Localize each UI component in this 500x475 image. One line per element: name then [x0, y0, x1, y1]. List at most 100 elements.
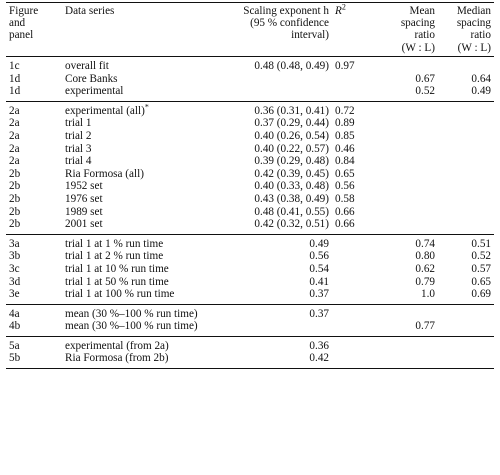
cell-r-squared: 0.97 — [332, 56, 380, 72]
cell-r-squared: 0.84 — [332, 155, 380, 168]
cell-mean-ratio — [380, 101, 438, 117]
cell-panel: 2a — [6, 142, 62, 155]
cell-r-squared: 0.46 — [332, 142, 380, 155]
cell-series: trial 3 — [62, 142, 214, 155]
cell-exponent-text: 0.40 (0.22, 0.57) — [254, 142, 329, 155]
cell-mean-ratio — [380, 117, 438, 130]
cell-panel-text: 2a — [9, 104, 20, 117]
cell-series-text: 1952 set — [65, 180, 103, 193]
cell-mean-ratio — [380, 205, 438, 218]
cell-r-squared — [332, 304, 380, 320]
cell-panel-text: 4a — [9, 307, 20, 320]
table-row: 1d Core Banks 0.67 0.64 — [6, 72, 494, 85]
table-header: Figure and panel Data series Scaling exp… — [6, 2, 494, 57]
cell-exponent: 0.48 (0.48, 0.49) — [214, 56, 332, 72]
header-panel-line: panel — [9, 29, 34, 42]
cell-panel-text: 2b — [9, 167, 21, 180]
cell-series-text: overall fit — [65, 60, 109, 72]
table-row: 2b 2001 set 0.42 (0.32, 0.51) 0.66 — [6, 217, 494, 235]
cell-r-squared: 0.72 — [332, 101, 380, 117]
cell-median-ratio-text: 0.51 — [471, 237, 491, 250]
cell-series: 1952 set — [62, 180, 214, 193]
cell-exponent-text: 0.36 (0.31, 0.41) — [254, 104, 329, 117]
cell-r-squared — [332, 234, 380, 250]
cell-median-ratio: 0.57 — [438, 263, 494, 276]
cell-series-text: 1989 set — [65, 205, 103, 218]
cell-r-squared-text: 0.66 — [335, 218, 355, 231]
cell-median-ratio — [438, 117, 494, 130]
cell-series-text: experimental (all) — [65, 104, 145, 117]
cell-mean-ratio: 1.0 — [380, 287, 438, 305]
header-mean-line-2: spacing — [400, 17, 435, 30]
cell-series-text: mean (30 %–100 % run time) — [65, 320, 198, 333]
cell-mean-ratio-text: 0.80 — [415, 250, 435, 263]
cell-r-squared: 0.66 — [332, 217, 380, 235]
cell-series: trial 2 — [62, 130, 214, 143]
cell-r-squared: 0.65 — [332, 168, 380, 181]
cell-mean-ratio: 0.52 — [380, 85, 438, 102]
cell-r-squared-text: 0.46 — [335, 142, 355, 155]
cell-exponent: 0.36 — [214, 336, 332, 352]
data-table: Figure and panel Data series Scaling exp… — [6, 2, 494, 369]
cell-median-ratio: 0.52 — [438, 250, 494, 263]
cell-series: 1976 set — [62, 193, 214, 206]
cell-series: Ria Formosa (from 2b) — [62, 352, 214, 369]
cell-series-text: experimental — [65, 85, 124, 98]
cell-series-text: 2001 set — [65, 218, 103, 231]
cell-series-text: mean (30 %–100 % run time) — [65, 307, 198, 320]
cell-panel-text: 3a — [9, 237, 20, 250]
table-row: 2b Ria Formosa (all) 0.42 (0.39, 0.45) 0.65 — [6, 168, 494, 181]
cell-median-ratio — [438, 304, 494, 320]
cell-panel: 1c — [6, 56, 62, 72]
cell-r-squared-text: 0.85 — [335, 129, 355, 142]
cell-median-ratio — [438, 155, 494, 168]
cell-panel: 3b — [6, 250, 62, 263]
cell-panel: 2a — [6, 101, 62, 117]
header-median-line-3: ratio — [470, 29, 491, 42]
cell-exponent-text: 0.42 (0.32, 0.51) — [254, 218, 329, 231]
footnote-marker: * — [144, 102, 149, 112]
cell-exponent: 0.43 (0.38, 0.49) — [214, 193, 332, 206]
cell-series: experimental (all)* — [62, 101, 214, 117]
cell-series: 2001 set — [62, 217, 214, 235]
header-data-series: Data series — [62, 2, 214, 57]
cell-panel-text: 2a — [9, 155, 20, 168]
table-row: 2a trial 1 0.37 (0.29, 0.44) 0.89 — [6, 117, 494, 130]
cell-mean-ratio — [380, 193, 438, 206]
cell-mean-ratio: 0.62 — [380, 263, 438, 276]
cell-panel-text: 4b — [9, 320, 21, 333]
cell-exponent-text: 0.43 (0.38, 0.49) — [254, 192, 329, 205]
cell-exponent — [214, 320, 332, 337]
cell-exponent-text: 0.48 (0.48, 0.49) — [254, 60, 329, 72]
cell-series: experimental — [62, 85, 214, 102]
cell-r-squared: 0.66 — [332, 205, 380, 218]
cell-exponent: 0.40 (0.26, 0.54) — [214, 130, 332, 143]
cell-exponent — [214, 72, 332, 85]
cell-series: Ria Formosa (all) — [62, 168, 214, 181]
cell-series: trial 1 at 1 % run time — [62, 234, 214, 250]
cell-r-squared-text: 0.84 — [335, 155, 355, 168]
cell-exponent: 0.49 — [214, 234, 332, 250]
cell-exponent: 0.42 (0.39, 0.45) — [214, 168, 332, 181]
cell-series-text: trial 4 — [65, 155, 92, 168]
cell-exponent: 0.56 — [214, 250, 332, 263]
cell-series: trial 1 at 50 % run time — [62, 275, 214, 288]
cell-median-ratio — [438, 56, 494, 72]
cell-panel-text: 5b — [9, 352, 21, 365]
cell-exponent: 0.40 (0.22, 0.57) — [214, 142, 332, 155]
cell-series-text: Ria Formosa (all) — [65, 167, 144, 180]
header-mean-line-3: ratio — [414, 29, 435, 42]
cell-median-ratio — [438, 205, 494, 218]
cell-mean-ratio — [380, 304, 438, 320]
cell-panel-text: 1d — [9, 85, 21, 98]
header-and-line: and — [9, 17, 26, 30]
cell-series: trial 1 at 2 % run time — [62, 250, 214, 263]
cell-exponent-text: 0.39 (0.29, 0.48) — [254, 155, 329, 168]
header-median-line-2: spacing — [456, 17, 491, 30]
cell-mean-ratio — [380, 217, 438, 235]
cell-median-ratio: 0.65 — [438, 275, 494, 288]
cell-mean-ratio: 0.80 — [380, 250, 438, 263]
cell-panel: 2b — [6, 180, 62, 193]
cell-mean-ratio-text: 0.77 — [415, 320, 435, 333]
cell-r-squared: 0.56 — [332, 180, 380, 193]
